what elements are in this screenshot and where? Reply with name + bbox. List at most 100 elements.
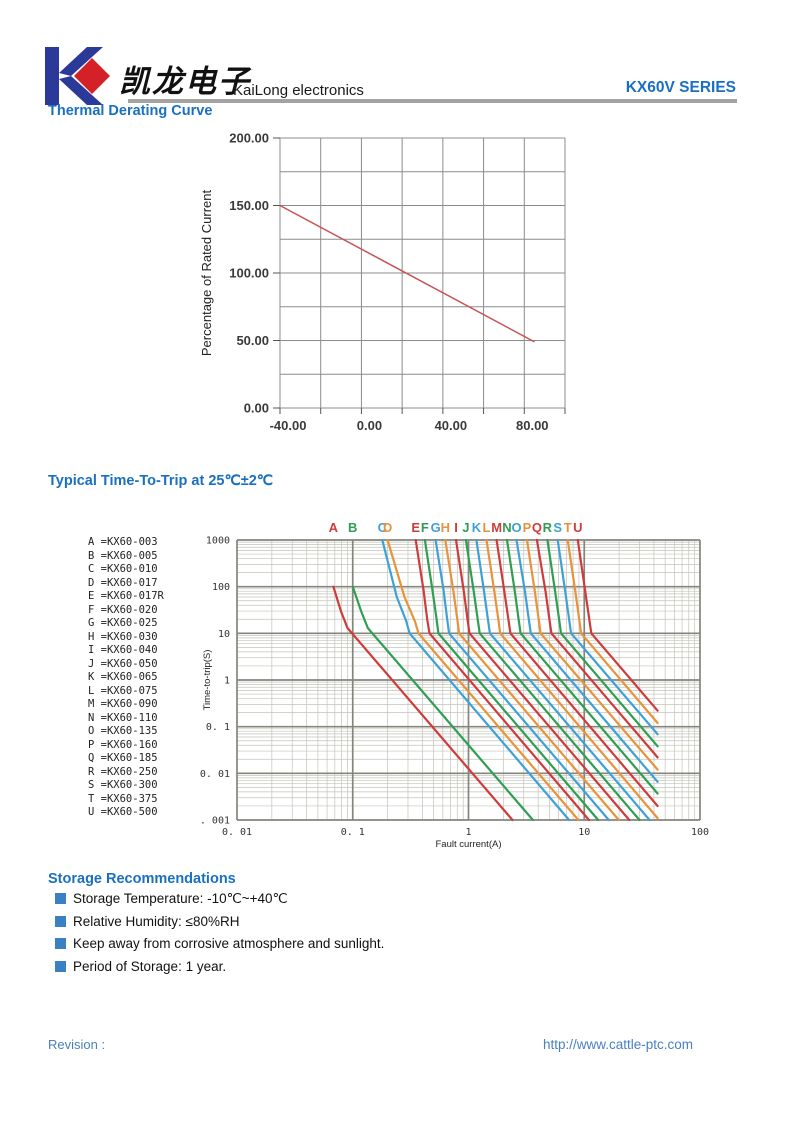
y-tick-label: 200.00 [229, 131, 269, 146]
legend-item-T: T =KX60-375 [88, 792, 158, 805]
legend-item-P: P =KX60-160 [88, 738, 158, 751]
legend-item-I: I =KX60-040 [88, 644, 158, 656]
x-tick-label: 80.00 [516, 418, 549, 433]
trip-curve-O [515, 538, 659, 783]
trip-curve-C [381, 538, 571, 822]
curve-letter-M: M [491, 520, 502, 535]
trip-curve-J [464, 538, 641, 822]
x-tick-label: 40.00 [435, 418, 468, 433]
curve-letter-U: U [573, 520, 582, 535]
trip-section-title: Typical Time-To-Trip at 25℃±2℃ [48, 473, 274, 489]
y-axis-title: Percentage of Rated Current [199, 190, 214, 357]
trip-curve-F [423, 538, 600, 822]
trip-legend-list: A =KX60-003 B =KX60-005 C =KX60-010 D =KX60… [88, 536, 164, 820]
curve-letter-B: B [348, 520, 357, 535]
curve-letter-P: P [523, 520, 532, 535]
trip-curve-K [475, 538, 651, 822]
bullet-square-icon [55, 938, 66, 949]
legend-item-B: B =KX60-005 [88, 549, 158, 562]
legend-item-Q: Q =KX60-185 [88, 752, 158, 764]
x-axis-title: Fault current(A) [436, 839, 502, 850]
y-tick-label: 50.00 [236, 333, 269, 348]
logo-k-bar [45, 47, 59, 105]
curve-letter-A: A [329, 520, 339, 535]
curve-letter-F: F [421, 520, 429, 535]
legend-item-M: M =KX60-090 [88, 698, 158, 710]
x-tick-label: 100 [691, 827, 709, 838]
kailong-logo [45, 47, 110, 105]
x-tick-label: -40.00 [270, 418, 307, 433]
storage-section-title: Storage Recommendations [48, 871, 236, 887]
legend-item-N: N =KX60-110 [88, 711, 158, 724]
y-tick-label: 0. 1 [206, 722, 230, 733]
trip-curve-B [351, 585, 534, 822]
trip-curve-L [485, 538, 659, 820]
y-tick-label: 100 [212, 582, 230, 593]
logo-k-upper-arm [59, 47, 103, 76]
x-tick-label: 10 [578, 827, 590, 838]
legend-item-O: O =KX60-135 [88, 725, 158, 737]
trip-curve-P [525, 538, 659, 771]
curve-letter-R: R [543, 520, 553, 535]
x-tick-label: 1 [465, 827, 471, 838]
legend-item-E: E =KX60-017R [88, 590, 164, 602]
y-tick-label: 0. 01 [200, 769, 230, 780]
x-tick-label: 0.00 [357, 418, 382, 433]
legend-item-J: J =KX60-050 [88, 657, 158, 670]
trip-curve-T [566, 538, 659, 725]
trip-curve-H [444, 538, 620, 822]
trip-curve-U [576, 538, 659, 712]
y-tick-label: 0. 001 [200, 816, 230, 827]
y-tick-label: 10 [218, 629, 230, 640]
trip-curve-R [546, 538, 659, 748]
x-tick-label: 0. 01 [222, 827, 252, 838]
trip-curve-N [505, 538, 659, 795]
x-tick-label: 0. 1 [341, 827, 365, 838]
curve-letter-I: I [454, 520, 458, 535]
legend-item-S: S =KX60-300 [88, 779, 158, 791]
curve-letter-J: J [462, 520, 469, 535]
legend-item-D: D =KX60-017 [88, 576, 158, 589]
curve-letter-H: H [441, 520, 450, 535]
thermal-derating-chart: 200.00 150.00 100.00 50.00 0.00 -40.00 0.00 40.… [195, 128, 580, 451]
logo-red-diamond [74, 58, 110, 94]
legend-item-R: R =KX60-250 [88, 765, 158, 778]
curve-letter-L: L [483, 520, 491, 535]
logo-k-lower-arm [59, 76, 103, 105]
curve-letter-S: S [553, 520, 562, 535]
legend-item-C: C =KX60-010 [88, 563, 158, 575]
derating-section-title: Thermal Derating Curve [48, 103, 213, 119]
y-axis-title: Time-to-trip(S) [202, 650, 213, 711]
legend-item-G: G =KX60-025 [88, 617, 158, 629]
legend-item-A: A =KX60-003 [88, 536, 158, 548]
website-link[interactable]: http://www.cattle-ptc.com [543, 1037, 694, 1052]
revision-label: Revision : [48, 1037, 106, 1052]
company-name: KaiLong electronics [233, 82, 364, 99]
curve-letter-G: G [431, 520, 441, 535]
legend-item-F: F =KX60-020 [88, 603, 158, 616]
bullet-square-icon [55, 893, 66, 904]
curve-letter-T: T [564, 520, 572, 535]
trip-curve-G [434, 538, 610, 822]
curve-letter-C: C [378, 520, 388, 535]
legend-item-U: U =KX60-500 [88, 806, 158, 818]
company-name-chinese: 凯龙电子 [119, 64, 251, 99]
legend-item-K: K =KX60-065 [88, 671, 158, 683]
header-divider [128, 99, 737, 103]
storage-item-text: Keep away from corrosive atmosphere and … [73, 936, 385, 951]
derating-line [279, 204, 535, 343]
trip-curve-I [454, 538, 631, 822]
trip-curve-A [332, 585, 514, 822]
legend-item-L: L =KX60-075 [88, 684, 158, 697]
trip-curve-D [386, 538, 580, 822]
trip-curve-S [556, 538, 659, 736]
storage-item-text: Storage Temperature: -10℃~+40℃ [73, 891, 288, 906]
y-tick-label: 100.00 [229, 266, 269, 281]
bullet-square-icon [55, 915, 66, 927]
curve-letter-K: K [472, 520, 482, 535]
curve-letter-N: N [502, 520, 511, 535]
y-tick-label: 0.00 [244, 401, 269, 416]
